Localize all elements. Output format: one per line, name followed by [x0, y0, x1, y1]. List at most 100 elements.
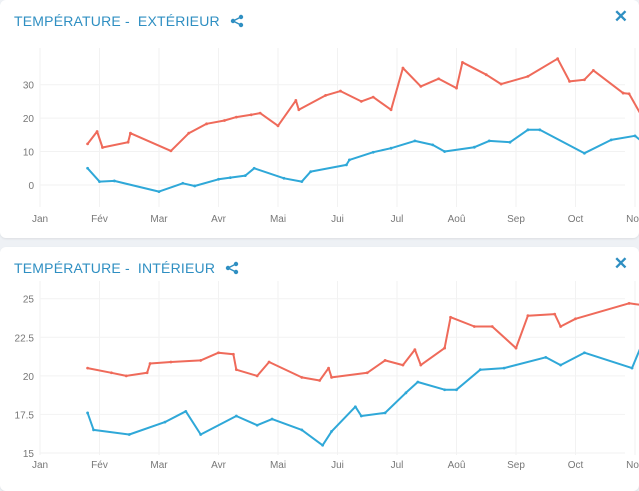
data-point: [249, 113, 253, 117]
data-point: [484, 73, 488, 77]
data-point: [187, 131, 191, 135]
data-point: [231, 352, 235, 356]
data-point: [389, 146, 393, 150]
data-point: [330, 430, 333, 433]
data-point: [193, 184, 197, 188]
data-point: [431, 143, 435, 147]
y-tick-label: 17.5: [15, 410, 35, 421]
y-tick-label: 10: [23, 148, 35, 159]
data-point: [339, 89, 342, 93]
data-point: [630, 366, 634, 370]
data-point: [327, 366, 330, 370]
data-point: [472, 325, 476, 328]
x-tick-label: Jan: [32, 460, 48, 471]
y-tick-label: 0: [28, 181, 34, 192]
data-point: [276, 124, 280, 128]
share-icon[interactable]: [225, 261, 239, 275]
data-point: [419, 84, 423, 88]
data-point: [86, 366, 89, 370]
data-point: [300, 180, 304, 184]
data-point: [169, 360, 173, 364]
data-point: [359, 100, 363, 103]
x-tick-label: Jul: [391, 460, 404, 471]
data-point: [455, 86, 458, 90]
data-point: [526, 74, 530, 78]
panel-interieur: 15 17.5 20 22.5 25 Jan Fév Mar Avr Mai Jui Jul Aoû Se…: [0, 247, 639, 491]
x-tick-label: Fév: [91, 214, 108, 225]
data-point: [371, 95, 375, 99]
x-tick-label: Fév: [91, 460, 108, 471]
panel-title: TEMPÉRATURE - INTÉRIEUR: [14, 260, 239, 276]
data-point: [297, 108, 301, 112]
data-point: [92, 428, 95, 432]
data-point: [443, 388, 446, 392]
data-point: [321, 443, 325, 447]
data-point: [416, 380, 420, 384]
title-label: TEMPÉRATURE -: [14, 13, 130, 29]
data-point: [95, 130, 99, 133]
series-line-blue: [86, 128, 639, 193]
data-point: [145, 371, 149, 375]
data-point: [148, 362, 152, 365]
x-tick-label: Nov: [626, 214, 639, 225]
data-point: [514, 346, 518, 350]
data-point: [234, 115, 238, 119]
data-point: [553, 312, 557, 316]
x-tick-label: Mai: [270, 214, 286, 225]
data-point: [223, 119, 226, 122]
data-point: [499, 82, 503, 86]
data-point: [255, 423, 259, 427]
data-point: [110, 371, 113, 375]
data-point: [544, 355, 548, 359]
data-point: [184, 409, 188, 413]
data-point: [324, 94, 327, 97]
data-point: [371, 150, 375, 154]
share-icon[interactable]: [230, 14, 244, 28]
x-tick-label: Sep: [507, 460, 525, 471]
data-point: [300, 376, 304, 379]
x-tick-label: Mar: [150, 214, 168, 225]
data-point: [443, 346, 446, 350]
data-point: [112, 179, 116, 183]
data-point: [229, 176, 232, 180]
data-point: [217, 177, 220, 181]
y-tick-label: 25: [23, 295, 35, 306]
data-point: [345, 163, 348, 167]
data-point: [627, 301, 631, 305]
data-point: [621, 91, 625, 95]
x-tick-label: Sep: [507, 214, 525, 225]
data-point: [267, 360, 271, 364]
y-tick-label: 15: [23, 449, 35, 460]
data-point: [487, 139, 491, 143]
data-point: [449, 315, 452, 319]
x-tick-label: Aoû: [448, 460, 466, 471]
data-point: [205, 122, 209, 126]
data-point: [169, 149, 173, 153]
data-point: [583, 78, 586, 82]
data-point: [129, 131, 132, 135]
data-point: [413, 348, 417, 352]
data-point: [234, 368, 238, 372]
x-tick-label: Oct: [568, 460, 584, 471]
data-point: [163, 420, 167, 424]
data-point: [526, 128, 530, 132]
x-tick-label: Jui: [331, 214, 344, 225]
data-point: [591, 68, 595, 72]
x-tick-label: Jui: [331, 460, 344, 471]
close-icon[interactable]: ✕: [613, 7, 628, 26]
y-tick-label: 20: [23, 372, 35, 383]
data-point: [478, 368, 482, 372]
panel-title: TEMPÉRATURE - EXTÉRIEUR: [14, 13, 244, 29]
data-point: [86, 166, 89, 170]
data-point: [633, 134, 637, 138]
data-point: [359, 414, 363, 418]
data-point: [330, 376, 333, 379]
data-point: [556, 57, 560, 61]
data-point: [443, 150, 446, 153]
data-point: [401, 66, 405, 70]
data-point: [270, 417, 274, 421]
close-icon[interactable]: ✕: [613, 254, 628, 273]
data-point: [583, 351, 586, 355]
data-point: [318, 379, 322, 382]
data-point: [157, 190, 161, 194]
